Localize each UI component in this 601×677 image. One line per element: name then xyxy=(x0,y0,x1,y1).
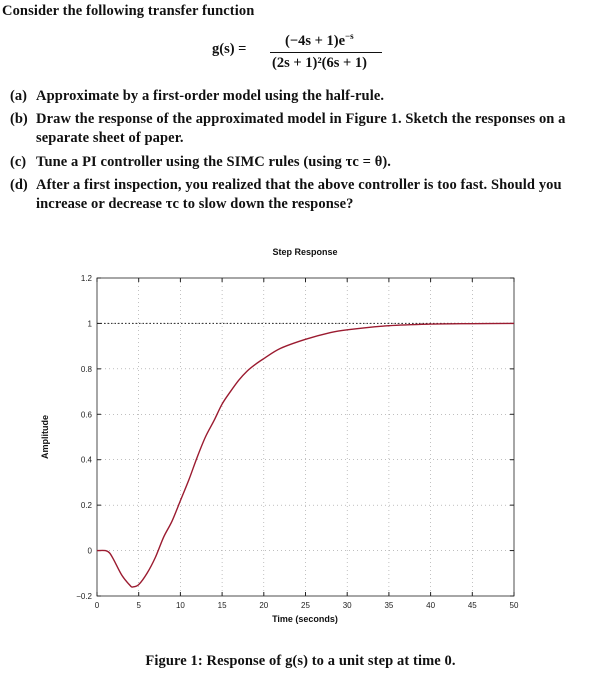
equation-lhs: g(s) = xyxy=(212,41,247,57)
y-tick-label: 1.2 xyxy=(81,274,93,283)
y-tick-label: 0.4 xyxy=(81,456,93,465)
question-text-cont: increase or decrease τc to slow down the… xyxy=(36,196,354,212)
numerator-text: (−4s + 1)e xyxy=(285,32,346,49)
y-tick-label: 0 xyxy=(88,547,93,556)
x-tick-label: 10 xyxy=(176,601,185,610)
question-text: After a first inspection, you realized t… xyxy=(36,177,562,193)
question-text: Approximate by a first-order model using… xyxy=(36,88,385,104)
question-label: (c) xyxy=(10,154,27,170)
x-tick-label: 40 xyxy=(426,601,435,610)
figure-caption: Figure 1: Response of g(s) to a unit ste… xyxy=(145,653,456,669)
question-text: Draw the response of the approximated mo… xyxy=(36,111,566,127)
y-tick-label: −0.2 xyxy=(76,592,92,601)
equation-denominator: (2s + 1)²(6s + 1) xyxy=(272,55,367,71)
numerator-exponent: −s xyxy=(345,31,354,41)
question-label: (d) xyxy=(10,177,28,193)
y-tick-label: 0.6 xyxy=(81,410,93,419)
y-tick-label: 0.8 xyxy=(81,365,93,374)
question-text-cont: separate sheet of paper. xyxy=(36,130,184,146)
x-tick-label: 45 xyxy=(468,601,477,610)
y-tick-label: 0.2 xyxy=(81,501,93,510)
step-response-line xyxy=(96,322,515,588)
question-text: Tune a PI controller using the SIMC rule… xyxy=(36,154,392,170)
x-tick-label: 15 xyxy=(218,601,227,610)
x-tick-label: 5 xyxy=(136,601,141,610)
equation-numerator: (−4s + 1)e−s xyxy=(285,31,354,50)
x-axis-label: Time (seconds) xyxy=(272,614,338,624)
chart-title: Step Response xyxy=(272,247,337,257)
y-tick-label: 1 xyxy=(88,319,93,328)
x-tick-label: 50 xyxy=(510,601,519,610)
y-axis-label: Amplitude xyxy=(40,415,50,459)
x-tick-label: 35 xyxy=(384,601,393,610)
fraction-bar xyxy=(270,52,382,53)
intro-text: Consider the following transfer function xyxy=(2,3,255,19)
x-tick-label: 25 xyxy=(301,601,310,610)
x-tick-label: 20 xyxy=(259,601,268,610)
x-tick-label: 30 xyxy=(343,601,352,610)
question-label: (b) xyxy=(10,111,28,127)
question-label: (a) xyxy=(10,88,27,104)
x-tick-label: 0 xyxy=(95,601,100,610)
plot-frame xyxy=(96,277,515,597)
